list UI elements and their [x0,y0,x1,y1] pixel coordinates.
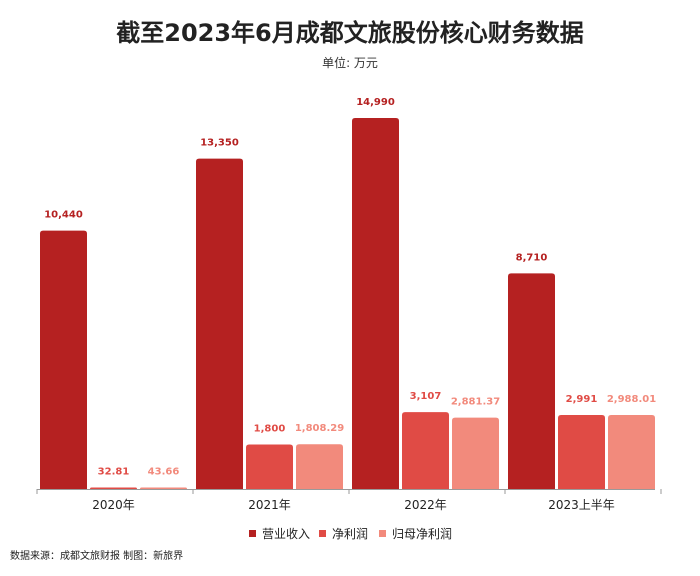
chart-legend: 营业收入 净利润 归母净利润 [249,527,452,541]
x-tick-label-4: 2023上半年 [548,498,615,512]
x-tick-label-3: 2022年 [404,498,447,512]
bar-3-4 [608,415,655,489]
plot-area: 10,440 32.81 43.66 2020年 13,350 1,800 1,808.29… [36,97,662,512]
legend-swatch-2 [319,530,326,537]
data-label-2-2: 1,800 [254,423,286,434]
chart-unit-subtitle: 单位: 万元 [322,55,378,70]
bar-3-3 [452,417,499,489]
bar-2-2 [246,444,293,489]
chart-title: 截至2023年6月成都文旅股份核心财务数据 [116,19,584,47]
bar-3-2 [296,444,343,489]
bar-2-4 [558,414,605,489]
legend-label-1: 营业收入 [262,527,310,541]
bar-1-1 [40,230,87,489]
data-source-footer: 数据来源：成都文旅财报 制图：新旅界 [10,551,184,562]
x-tick-label-1: 2020年 [92,498,135,512]
legend-label-3: 归母净利润 [392,527,452,541]
bar-2-1 [90,487,137,489]
bar-1-2 [196,158,243,489]
data-label-1-1: 10,440 [44,210,83,221]
data-label-2-1: 32.81 [98,467,130,478]
bar-1-4 [508,273,555,489]
data-label-3-1: 43.66 [148,467,180,478]
data-label-2-4: 2,991 [566,394,598,405]
data-label-1-3: 14,990 [356,97,395,108]
data-label-1-2: 13,350 [200,138,239,149]
bar-3-1 [140,487,187,489]
legend-label-2: 净利润 [332,527,368,541]
data-label-3-4: 2,988.01 [607,394,656,405]
legend-swatch-1 [249,530,256,537]
data-label-2-3: 3,107 [410,391,442,402]
data-label-3-2: 1,808.29 [295,423,344,434]
bar-1-3 [352,118,399,489]
legend-swatch-3 [379,530,386,537]
bar-2-3 [402,412,449,489]
x-tick-label-2: 2021年 [248,498,291,512]
data-label-1-4: 8,710 [516,252,548,263]
data-label-3-3: 2,881.37 [451,397,500,408]
